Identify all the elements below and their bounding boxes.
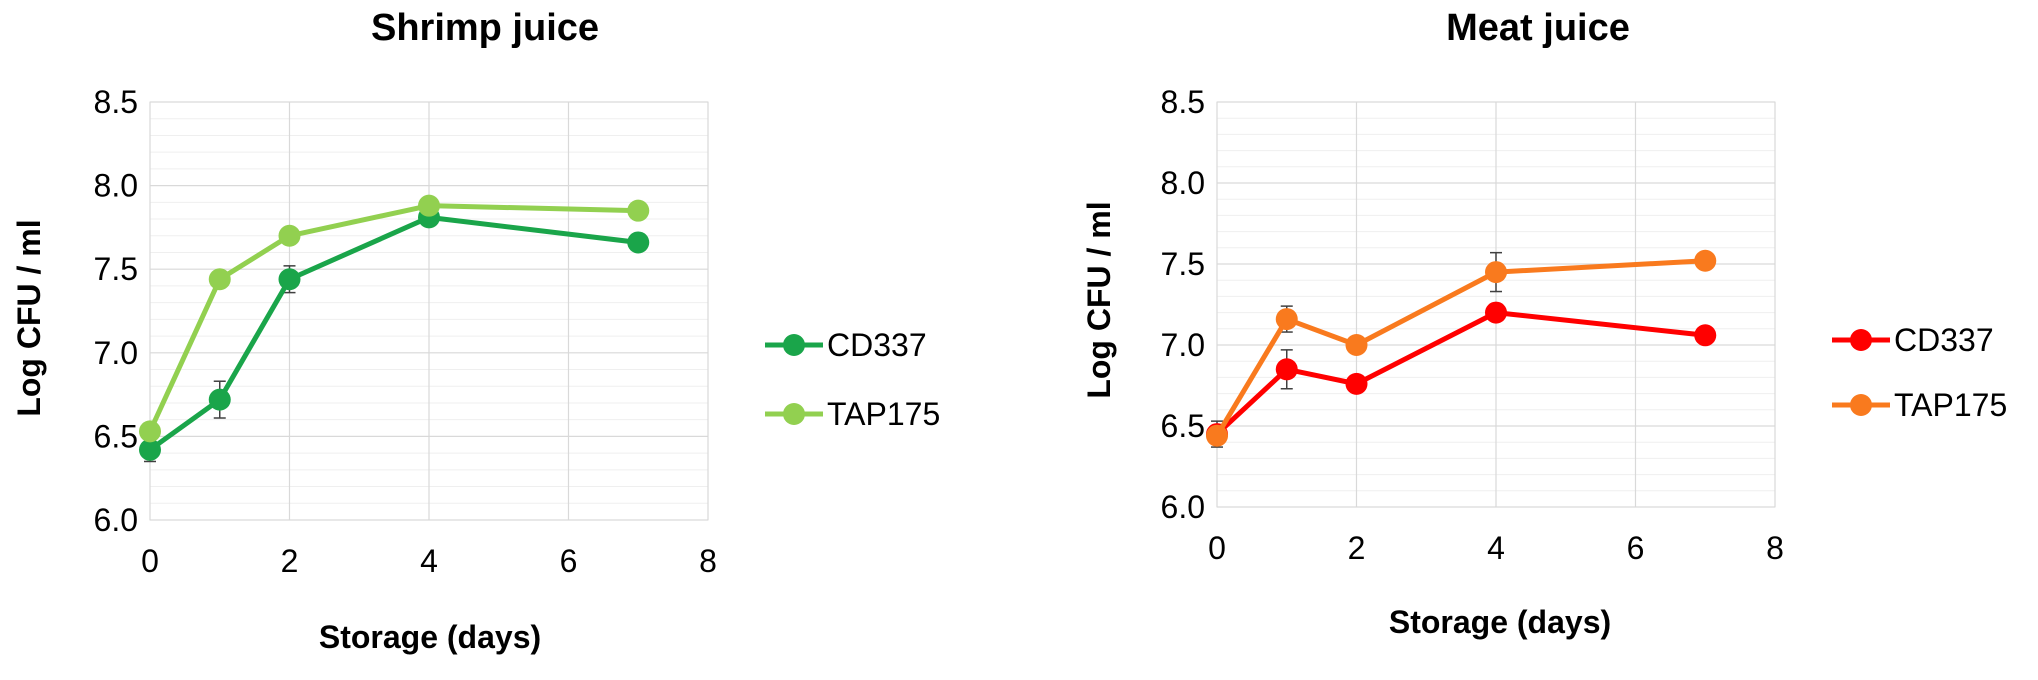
data-point: [1206, 424, 1228, 447]
chart-title: Shrimp juice: [371, 7, 599, 49]
series-cd337: [139, 206, 650, 463]
data-point: [208, 268, 231, 291]
data-point: [139, 438, 161, 461]
series-tap175: [1206, 249, 1717, 447]
legend-label: CD337: [1894, 322, 1994, 358]
legend-label: TAP175: [827, 396, 940, 432]
y-axis-title: Log CFU / ml: [11, 219, 47, 416]
data-point: [1275, 358, 1298, 381]
y-tick-label: 6.0: [1161, 489, 1205, 525]
chart-meat-juice: Meat juice Log CFU / ml Storage (days) 6…: [1081, 7, 2007, 640]
data-point: [1345, 334, 1368, 356]
y-tick-label: 8.0: [1161, 165, 1205, 201]
x-tick-label: 2: [281, 543, 299, 579]
y-axis-title: Log CFU / ml: [1081, 201, 1117, 398]
x-tick-label: 8: [699, 543, 717, 579]
data-point: [627, 231, 650, 254]
x-tick-label: 2: [1348, 530, 1366, 566]
data-point: [278, 224, 301, 247]
data-point: [1345, 372, 1368, 395]
data-point: [208, 388, 231, 411]
data-point: [1694, 249, 1717, 272]
legend-marker: [783, 403, 805, 425]
legend-entry-tap175: TAP175: [1832, 387, 2007, 423]
y-tick-label: 8.5: [1161, 84, 1205, 120]
legend-entry-cd337: CD337: [1832, 322, 1994, 358]
data-point: [1485, 301, 1507, 324]
chart-shrimp-juice: Shrimp juice Log CFU / ml Storage (days)…: [11, 7, 940, 655]
y-tick-label: 6.5: [94, 418, 138, 454]
x-tick-label: 6: [560, 543, 578, 579]
y-tick-label: 7.0: [1161, 327, 1205, 363]
legend-marker: [1850, 329, 1872, 351]
legend-entry-cd337: CD337: [765, 327, 927, 363]
x-tick-label: 6: [1627, 530, 1645, 566]
series-tap175: [139, 194, 650, 443]
chart-title: Meat juice: [1446, 7, 1630, 49]
y-tick-label: 7.5: [94, 251, 138, 287]
y-tick-label: 6.5: [1161, 408, 1205, 444]
data-point: [1275, 308, 1298, 331]
y-tick-label: 7.5: [1161, 246, 1205, 282]
x-tick-label: 4: [420, 543, 438, 579]
x-axis-title: Storage (days): [319, 619, 541, 655]
x-tick-label: 4: [1487, 530, 1505, 566]
legend-entry-tap175: TAP175: [765, 396, 940, 432]
y-tick-label: 6.0: [94, 502, 138, 538]
legend-marker: [783, 334, 805, 356]
data-point: [418, 194, 440, 217]
data-point: [139, 420, 161, 443]
legend-label: TAP175: [1894, 387, 2007, 423]
x-axis-title: Storage (days): [1389, 604, 1611, 640]
y-tick-label: 7.0: [94, 335, 138, 371]
legend-marker: [1850, 394, 1872, 416]
data-point: [278, 268, 301, 291]
y-tick-label: 8.0: [94, 168, 138, 204]
legend-label: CD337: [827, 327, 927, 363]
data-point: [1694, 324, 1717, 347]
data-point: [627, 199, 650, 222]
y-tick-label: 8.5: [94, 84, 138, 120]
x-tick-label: 8: [1766, 530, 1784, 566]
x-tick-label: 0: [141, 543, 159, 579]
data-point: [1485, 261, 1507, 284]
x-tick-label: 0: [1208, 530, 1226, 566]
